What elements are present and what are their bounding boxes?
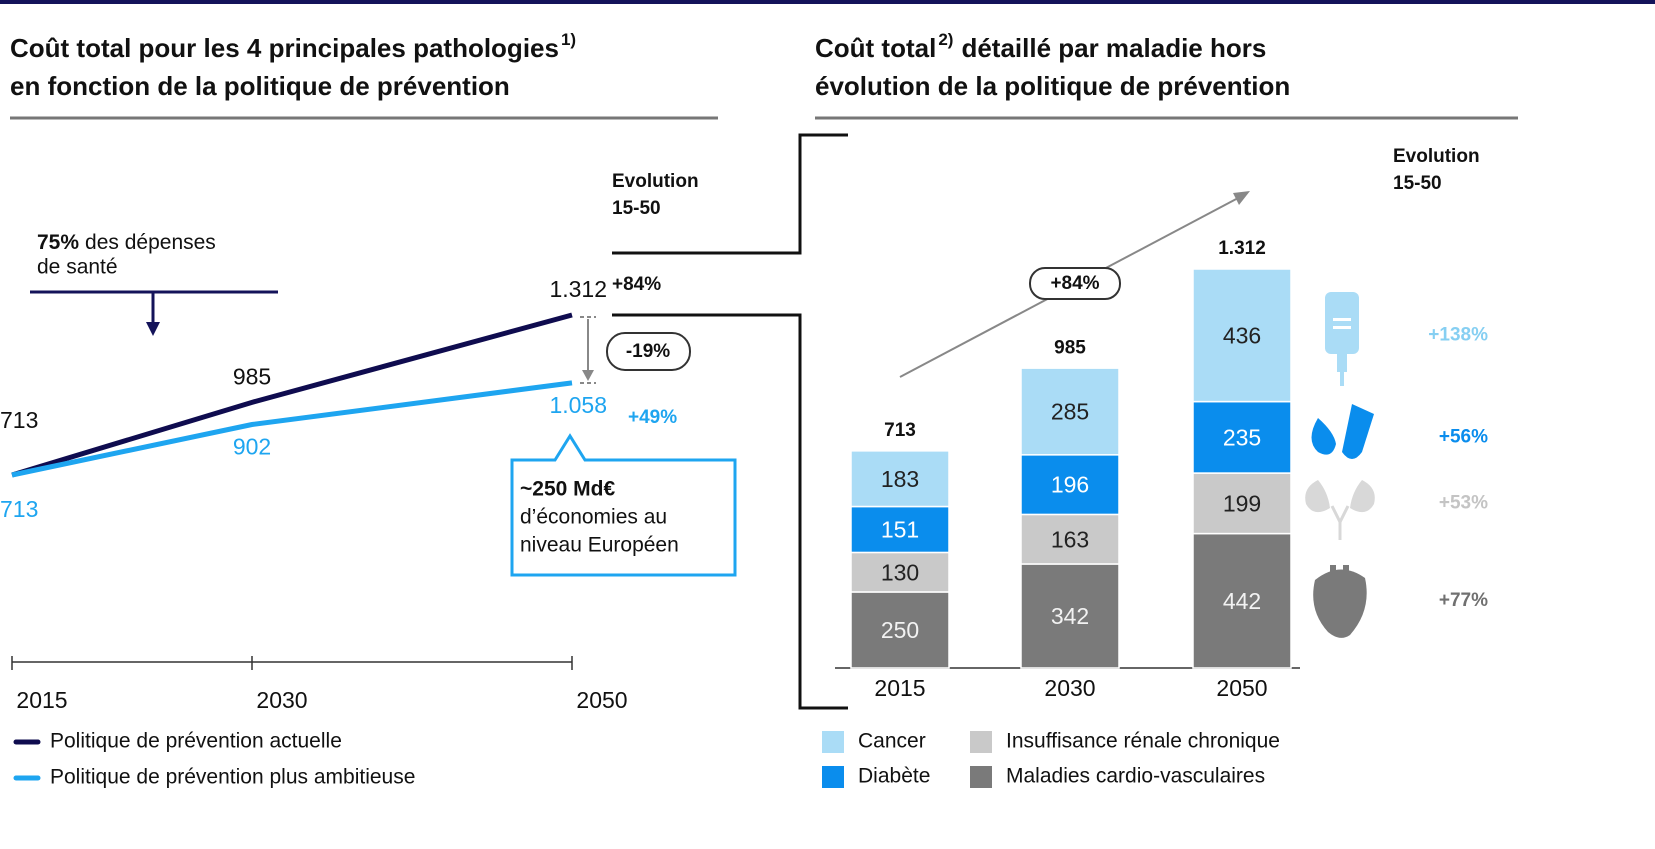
segment-label: 235: [1223, 424, 1261, 450]
segment-label: 151: [881, 517, 919, 543]
bracket: [612, 133, 848, 255]
legend-swatch: [970, 731, 992, 753]
x-tick-label: 2015: [16, 687, 67, 713]
chart-title: Coût total pour les 4 principales pathol…: [10, 30, 576, 62]
bar-segment: [1020, 563, 1120, 669]
evolution-label: +49%: [628, 407, 677, 428]
top-border: [0, 0, 1655, 4]
legend-label: Cancer: [858, 730, 926, 753]
bar-segment: [850, 551, 950, 593]
bar-segment: [1192, 532, 1292, 669]
bar-segment: [1192, 400, 1292, 474]
bar-segment: [1020, 454, 1120, 516]
x-tick-label: 2030: [256, 687, 307, 713]
note-arrow-head: [146, 322, 160, 336]
legend-label: Maladies cardio-vasculaires: [1006, 765, 1265, 788]
evolution-header: Evolution: [612, 171, 699, 192]
segment-label: 342: [1051, 603, 1089, 629]
total-label: 1.312: [1218, 238, 1266, 259]
evolution-header: 15-50: [1393, 173, 1442, 194]
total-label: 713: [884, 420, 916, 441]
change-label: +77%: [1439, 590, 1488, 611]
segment-label: 199: [1223, 490, 1261, 516]
segment-label: 196: [1051, 472, 1089, 498]
title-part: évolution de la politique de prévention: [815, 71, 1290, 101]
change-label: +138%: [1428, 324, 1488, 345]
legend-label: Diabète: [858, 765, 930, 788]
growth-arrow-head: [1233, 191, 1250, 205]
note-bold: 75%: [37, 231, 79, 254]
gap-label: -19%: [626, 341, 670, 362]
bracket: [612, 313, 848, 710]
chart-title: évolution de la politique de prévention: [815, 71, 1290, 101]
value-label: 713: [0, 407, 38, 433]
value-label: 985: [233, 363, 271, 389]
bar-segment: [1020, 367, 1120, 456]
segment-label: 285: [1051, 399, 1089, 425]
evolution-header: Evolution: [1393, 146, 1480, 167]
gap-arrow-head: [582, 370, 594, 381]
segment-label: 436: [1223, 322, 1261, 348]
callout-text: d’économies au: [520, 506, 667, 529]
legend-swatch: [970, 766, 992, 788]
total-label: 985: [1054, 337, 1086, 358]
segment-label: 442: [1223, 588, 1261, 614]
evolution-header: 15-50: [612, 198, 661, 219]
legend-swatch: [822, 766, 844, 788]
growth-pill: [1029, 267, 1121, 300]
segment-label: 163: [1051, 526, 1089, 552]
title-part: en fonction de la politique de préventio…: [10, 71, 510, 101]
value-label: 713: [0, 496, 38, 522]
bar-segment: [1192, 472, 1292, 535]
value-label: 1.312: [549, 276, 607, 302]
bar-segment: [850, 505, 950, 554]
chart-title: Coût total 2) détaillé par maladie hors: [815, 30, 1266, 62]
change-label: +56%: [1439, 426, 1488, 447]
callout-text: niveau Européen: [520, 534, 679, 557]
segment-label: 250: [881, 617, 919, 643]
legend-label: Insuffisance rénale chronique: [1006, 730, 1280, 753]
change-label: +53%: [1439, 492, 1488, 513]
note-text: des dépenses: [85, 231, 216, 254]
chart-title: en fonction de la politique de préventio…: [10, 71, 510, 101]
diabetes-icon: [1311, 404, 1374, 459]
bar-segment: [850, 450, 950, 508]
series-line: [11, 312, 573, 478]
value-label: 902: [233, 434, 271, 460]
legend-swatch: [822, 731, 844, 753]
x-tick-label: 2050: [1216, 675, 1267, 701]
x-tick-label: 2030: [1044, 675, 1095, 701]
title-part: Coût total pour les 4 principales pathol…: [10, 33, 559, 63]
bar-segment: [1192, 268, 1292, 403]
title-part: 1): [561, 30, 576, 49]
note: 75% des dépenses: [37, 231, 216, 254]
title-part: Coût total: [815, 33, 936, 63]
growth-label: +84%: [1050, 273, 1099, 294]
cancer-icon: [1325, 292, 1359, 386]
note: de santé: [37, 256, 118, 279]
callout-box: [510, 433, 737, 577]
value-label: 1.058: [549, 392, 607, 418]
segment-label: 183: [881, 466, 919, 492]
title-part: détaillé par maladie hors: [961, 33, 1266, 63]
segment-label: 130: [881, 559, 919, 585]
x-tick-label: 2015: [874, 675, 925, 701]
series-line: [11, 380, 573, 478]
legend-label: Politique de prévention plus ambitieuse: [50, 766, 415, 789]
kidney-icon: [1305, 480, 1375, 540]
callout-text: ~250 Md€: [520, 478, 615, 501]
legend-label: Politique de prévention actuelle: [50, 730, 342, 753]
x-tick-label: 2050: [576, 687, 627, 713]
evolution-label: +84%: [612, 274, 661, 295]
title-part: 2): [938, 30, 953, 49]
gap-pill: [606, 332, 691, 371]
heart-icon: [1313, 565, 1367, 638]
